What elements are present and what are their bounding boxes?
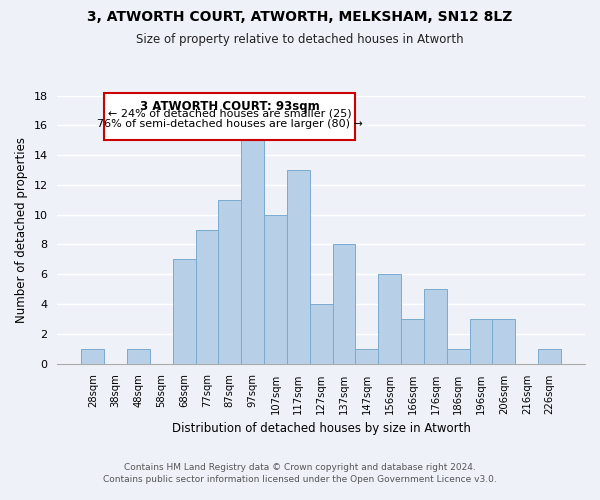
Bar	[447, 348, 470, 364]
Bar	[196, 230, 218, 364]
Bar	[379, 274, 401, 364]
Y-axis label: Number of detached properties: Number of detached properties	[15, 136, 28, 322]
Bar	[355, 348, 379, 364]
Bar	[538, 348, 561, 364]
Text: ← 24% of detached houses are smaller (25): ← 24% of detached houses are smaller (25…	[108, 109, 352, 119]
Text: Size of property relative to detached houses in Atworth: Size of property relative to detached ho…	[136, 32, 464, 46]
Bar	[332, 244, 355, 364]
Bar	[287, 170, 310, 364]
Bar	[424, 289, 447, 364]
Bar	[264, 214, 287, 364]
Bar	[493, 319, 515, 364]
Text: 3 ATWORTH COURT: 93sqm: 3 ATWORTH COURT: 93sqm	[140, 100, 320, 113]
Text: Contains public sector information licensed under the Open Government Licence v3: Contains public sector information licen…	[103, 474, 497, 484]
Bar	[218, 200, 241, 364]
Bar	[127, 348, 150, 364]
Bar	[470, 319, 493, 364]
Text: 76% of semi-detached houses are larger (80) →: 76% of semi-detached houses are larger (…	[97, 120, 363, 130]
Bar	[401, 319, 424, 364]
Text: 3, ATWORTH COURT, ATWORTH, MELKSHAM, SN12 8LZ: 3, ATWORTH COURT, ATWORTH, MELKSHAM, SN1…	[88, 10, 512, 24]
X-axis label: Distribution of detached houses by size in Atworth: Distribution of detached houses by size …	[172, 422, 470, 435]
Bar	[104, 92, 355, 140]
Bar	[173, 260, 196, 364]
Bar	[82, 348, 104, 364]
Text: Contains HM Land Registry data © Crown copyright and database right 2024.: Contains HM Land Registry data © Crown c…	[124, 464, 476, 472]
Bar	[241, 140, 264, 364]
Bar	[310, 304, 332, 364]
